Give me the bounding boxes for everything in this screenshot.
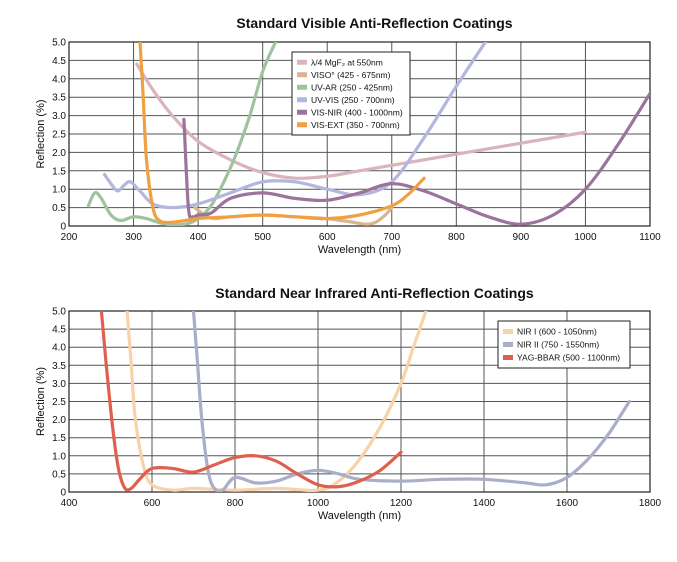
x-tick-label: 400 — [190, 232, 207, 243]
series-line — [86, 42, 278, 226]
x-axis-label: Wavelength (nm) — [318, 510, 401, 522]
legend-swatch — [297, 122, 307, 128]
y-tick-label: 4.5 — [52, 56, 66, 67]
legend-label: VIS-NIR (400 - 1000nm) — [311, 107, 403, 117]
series-line — [102, 42, 487, 210]
legend-label: VISO° (425 - 675nm) — [311, 70, 391, 80]
series-line — [191, 311, 631, 492]
x-tick-label: 600 — [319, 232, 336, 243]
x-tick-label: 1200 — [390, 498, 413, 509]
legend-swatch — [503, 355, 513, 360]
x-tick-label: 200 — [61, 232, 78, 243]
y-tick-label: 1.5 — [52, 433, 66, 444]
legend-box — [497, 320, 631, 369]
x-tick-label: 800 — [448, 232, 465, 243]
y-tick-label: 5.0 — [52, 38, 66, 49]
x-tick-label: 500 — [254, 232, 271, 243]
x-tick-label: 400 — [61, 498, 78, 509]
y-tick-label: 0.5 — [52, 203, 66, 214]
legend-label: NIR I (600 - 1050nm) — [517, 327, 597, 337]
legend-swatch — [297, 59, 307, 65]
y-tick-label: 3.0 — [52, 379, 66, 390]
chart-title: Standard Visible Anti-Reflection Coating… — [236, 15, 512, 31]
y-tick-label: 4.5 — [52, 325, 66, 336]
y-tick-label: 4.0 — [52, 343, 66, 354]
legend-swatch — [503, 342, 513, 347]
y-tick-label: 2.0 — [52, 415, 66, 426]
x-axis-label: Wavelength (nm) — [318, 244, 401, 256]
legend-label: UV-VIS (250 - 700nm) — [311, 95, 395, 105]
legend-label: λ/4 MgF₂ at 550nm — [311, 57, 383, 67]
y-tick-label: 0 — [60, 488, 66, 499]
y-tick-label: 3.5 — [52, 93, 66, 104]
x-tick-label: 1100 — [639, 232, 661, 243]
legend-label: UV-AR (250 - 425nm) — [311, 82, 393, 92]
legend-box — [291, 51, 411, 136]
y-tick-label: 2.0 — [52, 148, 66, 159]
legend-swatch — [297, 109, 307, 115]
y-tick-label: 0.5 — [52, 469, 66, 480]
x-tick-label: 1000 — [574, 232, 597, 243]
y-tick-label: 4.0 — [52, 74, 66, 85]
legend-label: VIS-EXT (350 - 700nm) — [311, 120, 400, 130]
y-tick-label: 5.0 — [52, 307, 66, 318]
y-tick-label: 0 — [60, 222, 66, 233]
x-tick-label: 1400 — [473, 498, 496, 509]
chart-title: Standard Near Infrared Anti-Reflection C… — [215, 285, 534, 301]
y-tick-label: 3.0 — [52, 111, 66, 122]
legend-label: NIR II (750 - 1550nm) — [517, 340, 599, 350]
legend-swatch — [503, 329, 513, 334]
x-tick-label: 1800 — [639, 498, 662, 509]
series-line — [138, 42, 426, 225]
y-tick-label: 1.5 — [52, 166, 66, 177]
plot-frame — [68, 41, 651, 227]
series-group — [86, 42, 650, 226]
y-tick-label: 2.5 — [52, 130, 66, 141]
legend-swatch — [297, 72, 307, 78]
x-tick-label: 600 — [144, 498, 161, 509]
series-group — [99, 311, 631, 492]
y-axis-label: Reflection (%) — [35, 367, 47, 436]
y-tick-label: 1.0 — [52, 185, 66, 196]
series-line — [125, 311, 428, 492]
legend-swatch — [297, 97, 307, 103]
plot-frame — [68, 310, 651, 493]
y-tick-label: 2.5 — [52, 397, 66, 408]
y-tick-label: 3.5 — [52, 361, 66, 372]
legend-label: YAG-BBAR (500 - 1100nm) — [517, 353, 620, 363]
series-line — [182, 91, 650, 226]
x-tick-label: 800 — [227, 498, 244, 509]
y-tick-label: 1.0 — [52, 451, 66, 462]
series-line — [99, 311, 403, 492]
x-tick-label: 1000 — [307, 498, 330, 509]
y-axis-label: Reflection (%) — [35, 99, 47, 168]
x-tick-label: 900 — [513, 232, 530, 243]
x-tick-label: 300 — [125, 232, 142, 243]
legend-swatch — [297, 84, 307, 90]
x-tick-label: 1600 — [556, 498, 579, 509]
x-tick-label: 700 — [383, 232, 400, 243]
